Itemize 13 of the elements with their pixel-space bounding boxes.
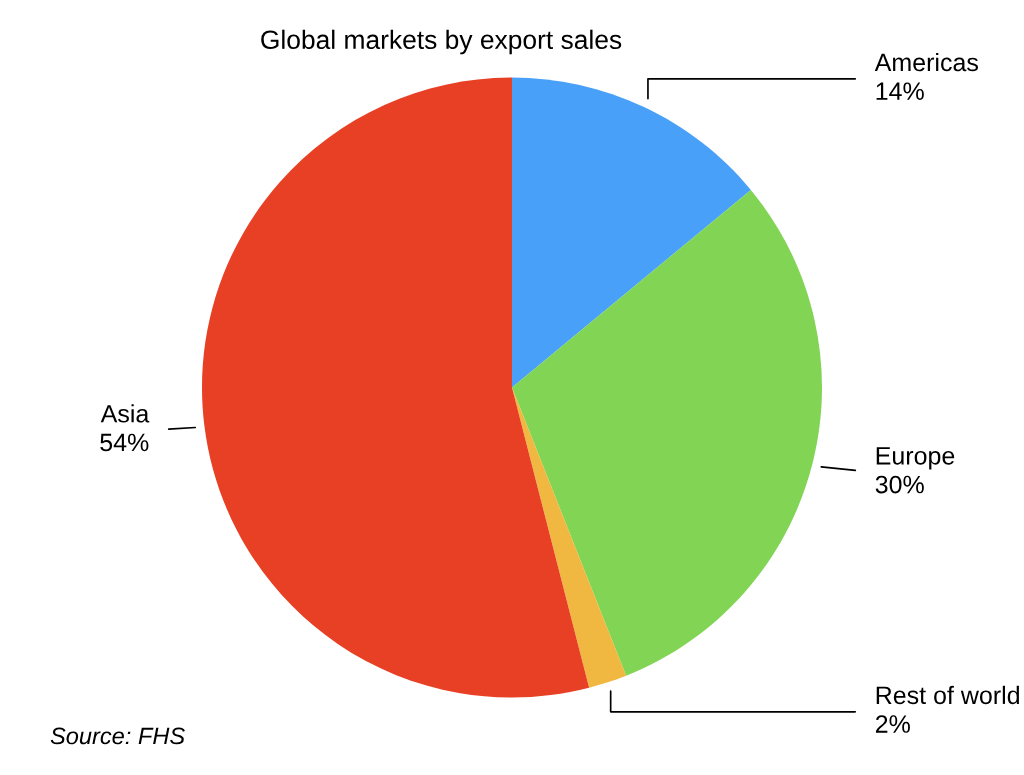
data-label: 2% (875, 715, 910, 733)
slice-label: Rest of world (876, 685, 1019, 705)
source-note: Source: FHS (50, 727, 185, 745)
data-label: 30% (875, 475, 924, 494)
data-label: 14% (876, 82, 924, 100)
pie-slice (202, 77, 590, 698)
data-label: 54% (100, 433, 149, 452)
slice-label: Americas (874, 52, 978, 72)
pie-slice (512, 77, 751, 388)
pie-slice (512, 189, 822, 676)
slice-label: Europe (876, 447, 955, 470)
chart-title: Global markets by export sales (261, 29, 622, 55)
slice-label: Asia (100, 404, 150, 423)
